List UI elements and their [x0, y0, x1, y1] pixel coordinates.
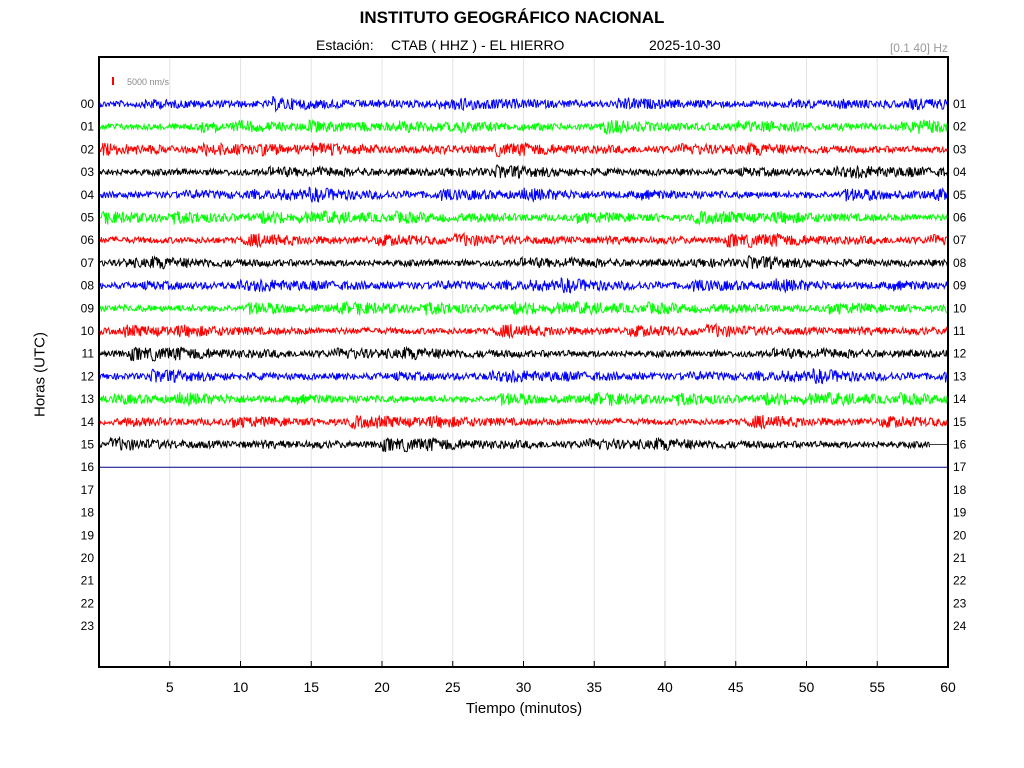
trace-hour-03	[99, 164, 949, 180]
page-title: INSTITUTO GEOGRÁFICO NACIONAL	[359, 8, 665, 27]
right-hour-label: 03	[953, 142, 967, 156]
left-hour-label: 10	[81, 324, 95, 338]
left-hour-label: 22	[81, 596, 95, 610]
trace-hour-07	[99, 254, 949, 270]
left-hour-label: 12	[81, 369, 95, 383]
left-hour-label: 00	[81, 97, 95, 111]
left-hour-label: 17	[81, 483, 95, 497]
trace-hour-06	[99, 231, 949, 249]
right-hour-label: 17	[953, 460, 967, 474]
right-hour-label: 10	[953, 301, 967, 315]
scale-bar	[112, 77, 114, 85]
x-tick-label: 25	[445, 679, 461, 695]
x-axis-label: Tiempo (minutos)	[465, 700, 583, 717]
right-hour-label: 12	[953, 347, 967, 361]
right-hour-label: 24	[953, 619, 967, 633]
y-axis-label: Horas (UTC)	[31, 332, 49, 417]
x-tick-label: 45	[728, 679, 744, 695]
trace-hour-02	[99, 141, 948, 158]
left-hour-label: 11	[82, 347, 95, 361]
station-label: Estación:	[316, 37, 374, 53]
trace-hour-15	[99, 435, 930, 453]
x-tick-label: 35	[586, 679, 602, 695]
right-hour-label: 11	[953, 324, 966, 338]
right-hour-label: 01	[953, 97, 967, 111]
right-hour-label: 15	[953, 415, 967, 429]
left-hour-label: 19	[81, 528, 95, 542]
x-tick-label: 40	[657, 679, 673, 695]
right-hour-label: 08	[953, 256, 967, 270]
trace-hour-05	[99, 210, 949, 226]
x-tick-label: 50	[799, 679, 815, 695]
left-hour-label: 02	[81, 142, 95, 156]
right-hour-label: 21	[953, 551, 967, 565]
x-tick-label: 60	[940, 679, 956, 695]
right-hour-label: 02	[953, 120, 967, 134]
trace-hour-04	[99, 186, 949, 203]
date-label: 2025-10-30	[649, 37, 721, 53]
trace-hour-14	[99, 414, 949, 431]
x-tick-label: 30	[516, 679, 532, 695]
trace-hour-00	[99, 96, 949, 113]
right-hour-label: 09	[953, 279, 967, 293]
x-tick-label: 5	[166, 679, 174, 695]
left-hour-label: 13	[81, 392, 95, 406]
filter-band: [0.1 40] Hz	[889, 41, 948, 55]
left-hour-label: 07	[81, 256, 95, 270]
left-hour-label: 05	[81, 211, 95, 225]
right-hour-label: 16	[953, 438, 967, 452]
right-hour-label: 05	[953, 188, 967, 202]
right-hour-label: 22	[953, 574, 967, 588]
left-hour-label: 18	[81, 506, 95, 520]
left-hour-label: 21	[81, 574, 95, 588]
left-hour-label: 16	[81, 460, 95, 474]
left-hour-label: 14	[81, 415, 95, 429]
trace-hour-08	[99, 277, 948, 294]
station-name: CTAB ( HHZ ) - EL HIERRO	[391, 37, 565, 53]
trace-hour-11	[99, 345, 948, 362]
right-hour-label: 13	[953, 369, 967, 383]
left-hour-label: 04	[81, 188, 95, 202]
trace-hour-13	[99, 391, 949, 408]
right-hour-label: 04	[953, 165, 967, 179]
right-hour-label: 19	[953, 506, 967, 520]
trace-hour-01	[99, 118, 949, 136]
trace-hour-09	[99, 300, 949, 317]
right-hour-label: 23	[953, 596, 967, 610]
right-hour-label: 07	[953, 233, 967, 247]
left-hour-label: 20	[81, 551, 95, 565]
x-tick-label: 10	[233, 679, 249, 695]
right-hour-label: 18	[953, 483, 967, 497]
left-hour-label: 23	[81, 619, 95, 633]
left-hour-label: 01	[81, 120, 95, 134]
right-hour-label: 06	[953, 211, 967, 225]
right-hour-label: 14	[953, 392, 967, 406]
left-hour-label: 09	[81, 301, 95, 315]
scale-label: 5000 nm/s	[127, 77, 170, 87]
x-tick-label: 15	[303, 679, 319, 695]
trace-hour-12	[99, 368, 949, 385]
left-hour-label: 06	[81, 233, 95, 247]
x-tick-label: 55	[869, 679, 885, 695]
x-tick-label: 20	[374, 679, 390, 695]
left-hour-label: 03	[81, 165, 95, 179]
trace-hour-10	[99, 322, 949, 340]
left-hour-label: 15	[81, 438, 95, 452]
left-hour-label: 08	[81, 279, 95, 293]
right-hour-label: 20	[953, 528, 967, 542]
